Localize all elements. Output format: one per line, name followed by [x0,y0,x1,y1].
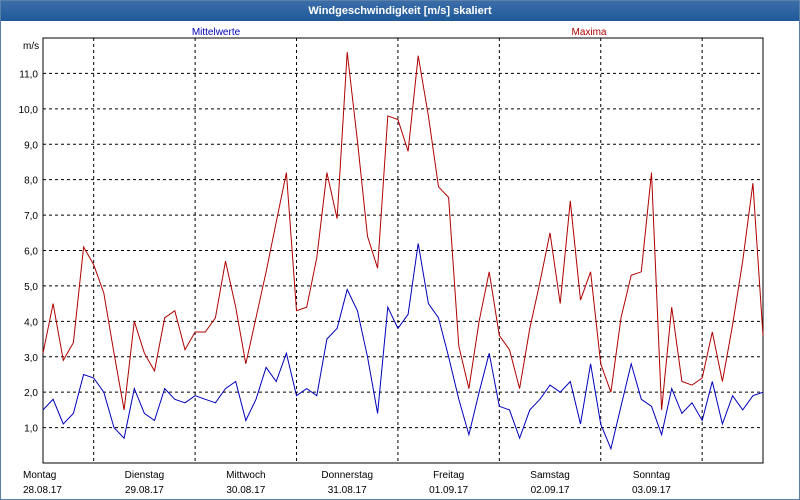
legend-maxima: Maxima [571,27,606,38]
y-tick-label: 4,0 [24,317,38,328]
y-tick-label: 3,0 [24,353,38,364]
y-tick-label: 5,0 [24,282,38,293]
y-tick-label: 8,0 [24,176,38,187]
x-tick-day-label: Mittwoch [226,470,265,481]
y-tick-label: 1,0 [24,424,38,435]
x-tick-date-label: 03.09.17 [632,485,671,496]
wind-speed-chart: 1,0 2,0 3,0 4,0 5,0 6,0 7,0 8,0 9,0 10,0 11,0 Monta… [19,27,764,496]
x-tick-day-label: Samstag [530,470,569,481]
x-tick-day-label: Donnerstag [321,470,373,481]
x-tick-date-label: 01.09.17 [429,485,468,496]
legend-mittelwerte: Mittelwerte [192,27,241,38]
axes: 1,0 2,0 3,0 4,0 5,0 6,0 7,0 8,0 9,0 10,0 11,0 Monta… [19,69,672,496]
x-tick-date-label: 29.08.17 [125,485,164,496]
series [42,52,764,451]
x-tick-date-label: 31.08.17 [328,485,367,496]
x-tick-day-label: Montag [23,470,56,481]
x-tick-date-label: 30.08.17 [226,485,265,496]
x-tick-date-label: 02.09.17 [531,485,570,496]
y-tick-label: 6,0 [24,247,38,258]
x-tick-day-label: Sonntag [633,470,670,481]
x-tick-day-label: Freitag [433,470,464,481]
y-axis-label: m/s [23,41,39,52]
x-tick-day-label: Dienstag [125,470,164,481]
y-tick-label: 11,0 [19,69,38,80]
y-tick-label: 9,0 [24,140,38,151]
x-tick-date-label: 28.08.17 [23,485,62,496]
series-line-mittelwerte [42,243,764,451]
y-tick-label: 7,0 [24,211,38,222]
y-tick-label: 2,0 [24,388,38,399]
window-title: Windgeschwindigkeit [m/s] skaliert [1,1,799,21]
series-line-maxima [42,52,764,410]
y-tick-label: 10,0 [19,105,39,116]
